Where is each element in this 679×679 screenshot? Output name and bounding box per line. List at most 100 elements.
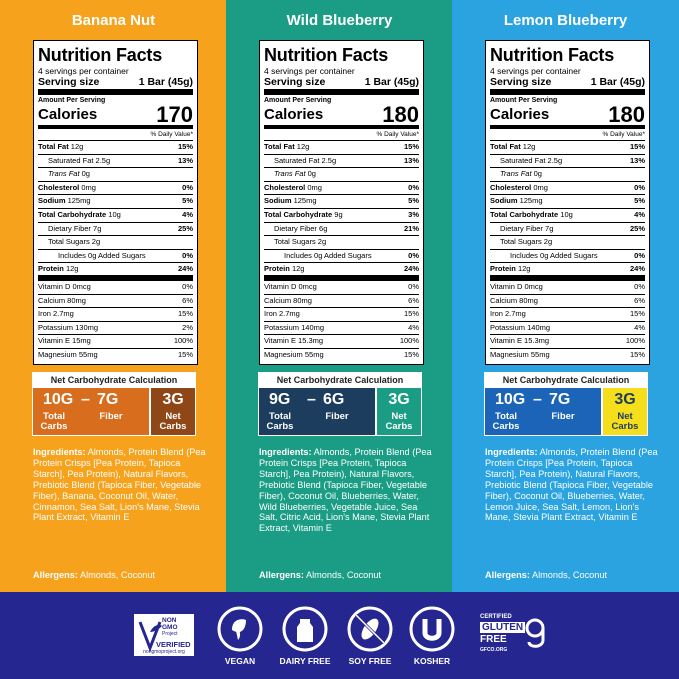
non-gmo-verified: VERIFIED — [156, 640, 191, 649]
vitamin-label: Potassium 140mg — [490, 322, 551, 332]
nutrient-amount: 12g — [70, 142, 84, 151]
panel-title: Lemon Blueberry — [503, 12, 628, 29]
calories-value: 180 — [608, 102, 645, 127]
panel-title: Wild Blueberry — [286, 12, 393, 29]
ingredients: Ingredients: Almonds, Protein Blend (Pea… — [259, 447, 435, 534]
vitamin-row: Magnesium 55mg 15% — [490, 349, 645, 362]
vitamin-dv: 15% — [403, 309, 419, 319]
nutrient: Total Fat 12g — [264, 141, 309, 154]
vitamin-row: Vitamin E 15mg 100% — [38, 335, 193, 349]
serving-size-label: Serving size — [490, 76, 552, 88]
vitamin-dv: 6% — [408, 295, 419, 305]
nutrient-row: Total Sugars 2g — [490, 236, 645, 250]
serving-size-value: 1 Bar (45g) — [590, 76, 645, 88]
vitamin-label: Vitamin D 0mcg — [264, 282, 317, 292]
nutrient-row: Sodium 125mg 5% — [264, 195, 419, 209]
nutrient-row: Total Fat 12g 15% — [490, 141, 645, 155]
nutrient-label: Sodium — [490, 196, 518, 206]
badge-icons — [217, 606, 455, 652]
vitamin-row: Iron 2.7mg 15% — [264, 308, 419, 322]
vitamin-label: Iron 2.7mg — [490, 309, 526, 319]
nutrient-amount: 0mg — [81, 182, 96, 192]
vitamin-row: Magnesium 55mg 15% — [38, 349, 193, 362]
vitamin-row: Potassium 140mg 4% — [490, 322, 645, 336]
nutrition-label: Nutrition Facts 4 servings per container S… — [259, 40, 424, 365]
vitamin-dv: 6% — [634, 295, 645, 305]
vitamin-label: Vitamin D 0mcg — [38, 282, 91, 292]
net-carb-left: 10G –7G Total Carbs Fiber — [485, 388, 601, 435]
vitamin-row: Potassium 140mg 4% — [264, 322, 419, 336]
nutrient-amount: 0mg — [533, 182, 548, 192]
total-carbs: 10G — [495, 391, 526, 408]
vitamin-row: Iron 2.7mg 15% — [38, 308, 193, 322]
nutrition-title: Nutrition Facts — [264, 45, 389, 65]
vitamin-row: Vitamin E 15.3mg 100% — [490, 335, 645, 349]
nutrient: Total Carbohydrate 10g — [490, 209, 573, 222]
fiber-label: Fiber — [99, 411, 123, 422]
nutrient-label: Total Fat — [490, 142, 521, 151]
nutrient-label: Total Fat — [38, 142, 69, 151]
minus: – — [533, 391, 542, 408]
nutrient-row: Includes 0g Added Sugars 0% — [264, 250, 419, 264]
nutrient: Protein 12g — [38, 263, 78, 275]
nutrient-amount: 12g — [517, 264, 531, 274]
nutrient: Total Fat 12g — [490, 141, 535, 154]
nutrient-dv: 13% — [403, 155, 419, 165]
ingredients-text: Almonds, Protein Blend (Pea Protein Cris… — [259, 447, 432, 534]
vitamin-label: Vitamin E 15.3mg — [264, 336, 324, 346]
nutrient-label: Includes 0g Added Sugars — [510, 250, 598, 260]
net-carbs: 3G — [388, 391, 410, 408]
non-gmo-icon — [138, 621, 162, 653]
nutrient-label: Cholesterol — [264, 182, 306, 192]
badge-label: DAIRY FREE — [279, 656, 331, 666]
nutrient-dv: 0% — [634, 182, 645, 192]
nutrient-row: Protein 12g 24% — [38, 263, 193, 282]
fiber-label: Fiber — [551, 411, 575, 422]
nutrient: Saturated Fat 2.5g — [38, 155, 110, 168]
nutrient-label: Dietary Fiber — [274, 223, 317, 233]
amount-per-serving: Amount Per Serving — [490, 97, 558, 104]
net-carb-box: Net Carbohydrate Calculation 10G –7G Total … — [484, 372, 648, 436]
gf-url: GFCO.ORG — [480, 647, 508, 653]
nutrient-dv: 0% — [182, 182, 193, 192]
nutrient-label: Dietary Fiber — [48, 223, 91, 233]
vitamin-label: Potassium 130mg — [38, 322, 99, 332]
vitamin-label: Magnesium 55mg — [490, 349, 550, 359]
nutrient: Trans Fat 0g — [264, 168, 316, 181]
nutrient: Saturated Fat 2.5g — [490, 155, 562, 168]
nutrient: Sodium 125mg — [264, 195, 317, 208]
nutrient-label: Trans Fat — [274, 169, 306, 179]
nutrient-dv: 3% — [408, 209, 419, 219]
nutrient-row: Cholesterol 0mg 0% — [490, 182, 645, 196]
amount-per-serving: Amount Per Serving — [38, 97, 106, 104]
nutrient-row: Saturated Fat 2.5g 13% — [264, 155, 419, 169]
nutrient-label: Trans Fat — [48, 169, 80, 179]
nutrient-dv: 0% — [634, 250, 645, 260]
nutrient: Protein 12g — [490, 263, 530, 275]
fiber: 7G — [549, 391, 571, 408]
nutrition-title: Nutrition Facts — [490, 45, 615, 65]
ingredients: Ingredients: Almonds, Protein Blend (Pea… — [485, 447, 661, 523]
nutrient-amount: 0g — [533, 169, 542, 179]
nutrient-label: Total Carbohydrate — [264, 209, 333, 219]
nutrient-amount: 6g — [319, 223, 328, 233]
nutrient-label: Total Sugars — [274, 237, 316, 247]
vitamin-label: Magnesium 55mg — [38, 349, 98, 359]
vitamin-row: Calcium 80mg 6% — [264, 295, 419, 309]
nutrient: Total Carbohydrate 9g — [264, 209, 343, 222]
serving-size: Serving size 1 Bar (45g) — [490, 76, 645, 95]
nutrient-amount: 2g — [91, 237, 101, 247]
vitamin-row: Magnesium 55mg 15% — [264, 349, 419, 362]
nutrient-row: Dietary Fiber 6g 21% — [264, 223, 419, 237]
nutrient: Dietary Fiber 7g — [490, 223, 553, 236]
nutrient-row: Trans Fat 0g — [38, 168, 193, 182]
net-carb-title: Net Carbohydrate Calculation — [502, 375, 630, 385]
vitamin-label: Iron 2.7mg — [264, 309, 300, 319]
minus: – — [307, 391, 316, 408]
nutrient-row: Cholesterol 0mg 0% — [264, 182, 419, 196]
vitamin-dv: 100% — [173, 336, 193, 346]
vitamin-dv: 2% — [182, 322, 193, 332]
allergens-text: Almonds, Coconut — [305, 570, 382, 580]
vitamin-label: Iron 2.7mg — [38, 309, 74, 319]
nutrient-dv: 5% — [634, 196, 645, 206]
